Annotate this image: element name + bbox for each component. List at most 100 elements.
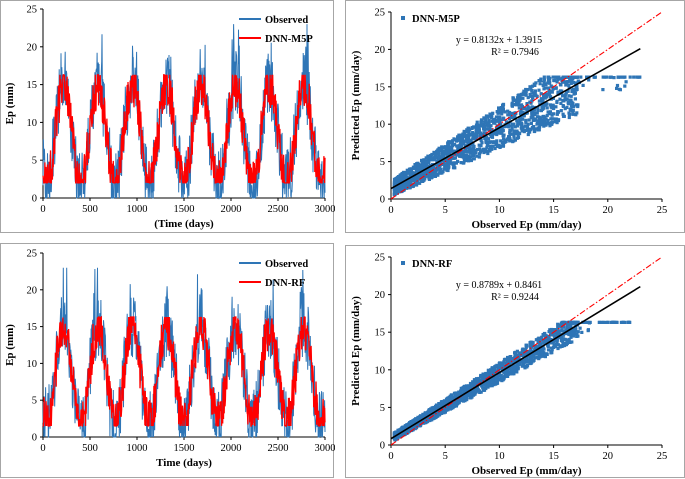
scatter-point (484, 140, 488, 144)
scatter-point (539, 97, 543, 101)
y-axis-title: Ep (mm) (4, 324, 16, 366)
scatter-point (428, 409, 432, 413)
scatter-point (435, 403, 440, 407)
scatter-point (457, 151, 462, 155)
x-axis-title: Time (days) (156, 457, 212, 469)
scatter-point (529, 357, 533, 361)
scatter-point (549, 117, 553, 121)
scatter-point (429, 156, 433, 160)
scatter-point (470, 133, 474, 137)
scatter-point (532, 129, 536, 134)
scatter-point (398, 429, 402, 433)
scatter-point (519, 121, 524, 125)
scatter-point (551, 75, 555, 79)
scatter-point (524, 360, 528, 364)
scatter-point (458, 154, 462, 158)
fit-equation: y = 0.8789x + 0.8461 (456, 280, 542, 291)
scatter-point (398, 183, 403, 187)
scatter-point (556, 76, 560, 80)
scatter-point (447, 161, 451, 165)
scatter-point (537, 79, 541, 83)
scatter-point (416, 166, 421, 170)
scatter-point (547, 330, 551, 334)
scatter-point (547, 337, 551, 342)
scatter-point (541, 354, 545, 358)
scatter-point (454, 161, 458, 165)
scatter-point (490, 113, 494, 117)
scatter-point (547, 75, 551, 79)
scatter-point (446, 397, 450, 401)
scatter-point (455, 394, 459, 399)
scatter-point (457, 398, 461, 402)
scatter-point (530, 99, 534, 103)
scatter-point (432, 168, 436, 172)
scatter-point (560, 89, 564, 93)
scatter-point (402, 171, 406, 176)
scatter-point (426, 420, 430, 424)
scatter-point (413, 427, 417, 431)
scatter-point (567, 94, 571, 98)
scatter-point (413, 166, 417, 170)
scatter-point (465, 133, 469, 137)
scatter-point (421, 171, 426, 175)
scatter-point (489, 116, 493, 120)
scatter-point (428, 411, 432, 415)
scatter-point (540, 335, 544, 339)
scatter-point (462, 129, 466, 133)
scatter-point (563, 107, 567, 111)
scatter-point (476, 386, 480, 390)
chart-timeseries-rf: 0 500 1000 1500 2000 2500 3000 0 5 10 15 20 25 Observ… (4, 249, 335, 470)
series-observed-line (42, 267, 326, 438)
scatter-point (434, 415, 438, 420)
scatter-point (449, 149, 453, 153)
scatter-point (516, 98, 520, 103)
scatter-point (491, 118, 496, 122)
scatter-point (449, 393, 453, 397)
scatter-point (467, 136, 471, 140)
scatter-point (538, 340, 542, 345)
scatter-point (541, 349, 545, 353)
scatter-point (508, 137, 512, 141)
scatter-point (478, 378, 482, 382)
scatter-point (437, 150, 441, 154)
scatter-point (570, 89, 574, 94)
scatter-point (500, 364, 504, 368)
scatter-point (501, 134, 505, 138)
scatter-point (530, 89, 534, 93)
scatter-points (392, 75, 642, 197)
scatter-point (523, 366, 527, 370)
scatter-point (576, 330, 580, 334)
scatter-point (433, 152, 437, 156)
scatter-point (509, 360, 513, 364)
scatter-point (481, 372, 485, 376)
scatter-point (549, 346, 553, 350)
scatter-point (498, 145, 502, 149)
scatter-point (430, 416, 434, 420)
scatter-point (513, 366, 517, 370)
scatter-point (403, 424, 407, 428)
scatter-point (550, 348, 554, 352)
scatter-point (501, 116, 505, 120)
scatter-point (504, 370, 508, 374)
scatter-point (413, 163, 417, 167)
scatter-point (447, 159, 451, 163)
scatter-point (597, 320, 601, 324)
scatter-point (506, 113, 510, 117)
scatter-point (553, 330, 558, 335)
scatter-point (479, 118, 484, 122)
scatter-point (540, 99, 544, 103)
scatter-point (543, 334, 547, 338)
panel-scatter-rf: 0 5 10 15 20 25 0 5 10 15 20 25 DNN-RF y = 0.8789x + … (345, 245, 685, 478)
scatter-point (430, 152, 434, 157)
scatter-point (468, 392, 472, 396)
scatter-point (624, 80, 628, 84)
scatter-point (445, 158, 449, 162)
scatter-point (570, 100, 574, 104)
scatter-point (567, 111, 571, 115)
scatter-point (511, 111, 515, 115)
scatter-point (478, 147, 482, 151)
scatter-point (574, 326, 578, 330)
scatter-point (568, 79, 572, 83)
scatter-point (460, 144, 464, 148)
scatter-point (473, 383, 477, 387)
